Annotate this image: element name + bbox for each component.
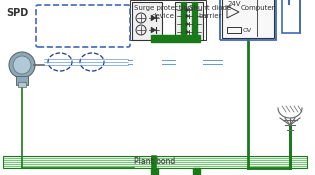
Bar	[192, 2, 197, 40]
Bar	[175, 2, 203, 40]
Bar	[132, 2, 162, 40]
Bar	[151, 35, 200, 42]
Circle shape	[9, 52, 35, 78]
Bar	[227, 27, 241, 33]
Bar	[220, 0, 276, 40]
Bar	[3, 156, 307, 168]
Polygon shape	[151, 27, 156, 33]
Bar	[181, 2, 186, 40]
Bar	[18, 82, 26, 87]
Bar	[193, 168, 200, 175]
Text: SPD: SPD	[6, 8, 28, 18]
Text: Shunt diode
barrier: Shunt diode barrier	[189, 5, 231, 19]
Bar	[282, 0, 300, 33]
Bar	[16, 76, 28, 85]
Bar	[130, 0, 206, 40]
Polygon shape	[186, 8, 189, 12]
Text: 24V: 24V	[228, 1, 242, 7]
Bar	[222, 0, 274, 38]
Polygon shape	[186, 14, 189, 18]
Circle shape	[13, 56, 31, 74]
Text: Plant bond: Plant bond	[135, 158, 176, 166]
Polygon shape	[186, 22, 189, 26]
Polygon shape	[186, 30, 189, 34]
Polygon shape	[151, 15, 156, 21]
Text: Computer: Computer	[241, 5, 275, 11]
Text: OV: OV	[243, 28, 252, 33]
Text: Surge protection
device: Surge protection device	[134, 5, 192, 19]
Bar	[151, 168, 158, 175]
